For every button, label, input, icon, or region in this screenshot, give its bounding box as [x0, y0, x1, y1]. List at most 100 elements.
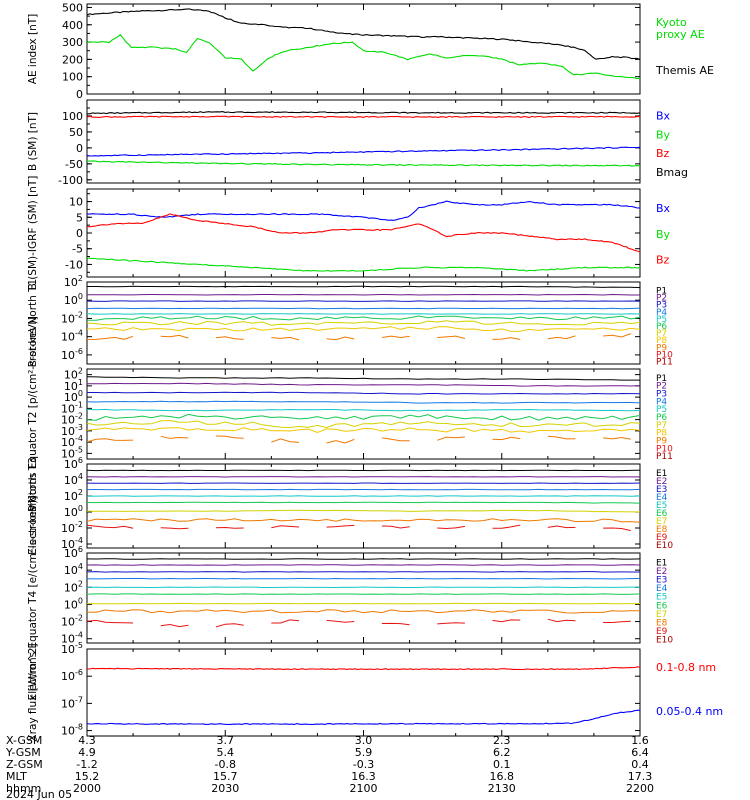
series-e9: [603, 620, 631, 623]
x-row-value: 0.4: [631, 758, 649, 771]
series-0-05-0-4-nm: [87, 709, 640, 725]
series-e9: [492, 619, 521, 623]
series-p9: [437, 436, 465, 441]
legend-entry: P3: [656, 390, 667, 400]
legend-entry: E10: [656, 541, 673, 551]
y-tick-label: 102: [64, 579, 83, 594]
series-p7: [87, 419, 640, 429]
y-tick-label: 10-1: [61, 400, 83, 415]
legend-entry: P10: [656, 350, 673, 360]
y-tick-label: 104: [64, 562, 83, 577]
y-tick-label: 200: [62, 53, 83, 66]
series-e8: [87, 518, 640, 523]
y-tick-label: 106: [64, 545, 83, 560]
series-e4: [87, 577, 640, 580]
legend-entry: P9: [656, 343, 667, 353]
x-row-value: 6.2: [493, 746, 511, 759]
legend-entry: P7: [656, 421, 667, 431]
legend-entry: By: [656, 228, 671, 241]
legend-entry: P2: [656, 294, 667, 304]
y-tick-label: 102: [64, 488, 83, 503]
series-e9: [215, 526, 244, 529]
y-tick-label: 10-3: [61, 423, 83, 438]
x-row-value: 5.4: [217, 746, 235, 759]
x-row-value: 15.2: [75, 770, 100, 783]
legend-entry: E1: [656, 558, 667, 568]
panel-frame: [86, 552, 641, 644]
series-p9: [492, 337, 521, 340]
series-e9: [381, 622, 410, 626]
y-tick-label: -100: [58, 174, 83, 187]
x-row-label: X-GSM: [6, 734, 42, 747]
y-axis-label: Protons North T1: [27, 279, 39, 367]
y-tick-label: 500: [62, 1, 83, 14]
y-axis-label: AE index [nT]: [27, 14, 39, 84]
series-e9: [326, 619, 355, 623]
series-e1: [87, 558, 640, 560]
legend-entry: P11: [656, 357, 673, 367]
series-p6: [87, 413, 640, 421]
legend-entry: E1: [656, 469, 667, 479]
series-p9: [547, 435, 576, 440]
y-tick-label: 10-4: [61, 536, 83, 551]
y-tick-label: 104: [64, 472, 83, 487]
panel-frame: [86, 188, 641, 278]
x-row-value: 2030: [211, 782, 239, 795]
series-e7: [87, 509, 640, 513]
series-p1: [87, 376, 640, 381]
series-bx: [87, 200, 640, 221]
legend-entry: By: [656, 128, 671, 141]
legend-entry: 0.05-0.4 nm: [656, 705, 723, 718]
series-p9: [547, 335, 576, 340]
series-bz: [87, 115, 640, 118]
series-p8: [87, 326, 640, 332]
y-tick-label: 10-8: [61, 723, 83, 738]
x-row-value: 2.3: [493, 734, 511, 747]
legend-entry: P8: [656, 336, 667, 346]
y-axis-label: Electrons Equator T4 [e/(cm²-s-sr-keV)]: [27, 496, 39, 701]
y-axis-label: B (SM)-IGRF (SM) [nT]: [27, 176, 39, 291]
legend-entry: Bz: [656, 147, 670, 160]
series-e6: [87, 593, 640, 595]
series-p9: [215, 435, 244, 439]
series-e2: [87, 564, 640, 566]
y-tick-label: 10-2: [61, 310, 83, 325]
x-row-label: Z-GSM: [6, 758, 43, 771]
legend-entry: E7: [656, 517, 667, 527]
y-tick-label: 10-6: [61, 668, 83, 683]
x-row-value: 17.3: [628, 770, 653, 783]
panel-4: 102 100 10-2 10-4 10-6 Protons North T1 P1P2P3…: [27, 274, 673, 367]
series-p9: [160, 334, 189, 339]
panel-1: 500 400 300 200 100 0 AE index [nT] Kyotoproxy …: [27, 1, 714, 101]
legend-entry: E10: [656, 636, 673, 646]
y-tick-label: 100: [64, 389, 83, 404]
series-by: [87, 160, 640, 167]
series-p9: [437, 335, 466, 339]
series-e3: [87, 571, 640, 573]
y-tick-label: 106: [64, 456, 83, 471]
legend-entry: E2: [656, 477, 667, 487]
x-row-value: -1.2: [76, 758, 97, 771]
series-e9: [547, 525, 576, 529]
y-tick-label: -5: [72, 243, 83, 256]
x-row-value: -0.3: [353, 758, 374, 771]
legend-entry: E4: [656, 584, 668, 594]
series-p3: [87, 391, 640, 395]
series-by: [87, 257, 640, 272]
y-axis-label: Electrons North T3: [27, 457, 39, 555]
legend-entry: Bz: [656, 254, 670, 267]
y-tick-label: 10-4: [61, 434, 83, 449]
series-e9: [160, 527, 189, 530]
y-tick-label: 10-4: [61, 631, 83, 646]
legend-entry: P10: [656, 444, 673, 454]
series-bmag: [87, 111, 640, 115]
series-p1: [87, 285, 640, 289]
x-row-value: 2100: [350, 782, 378, 795]
series-e9: [87, 619, 134, 624]
y-tick-label: 100: [64, 292, 83, 307]
legend-entry: E4: [656, 493, 668, 503]
series-p4: [87, 307, 640, 310]
y-tick-label: 10-2: [61, 412, 83, 427]
legend-entry: 0.1-0.8 nm: [656, 661, 716, 674]
